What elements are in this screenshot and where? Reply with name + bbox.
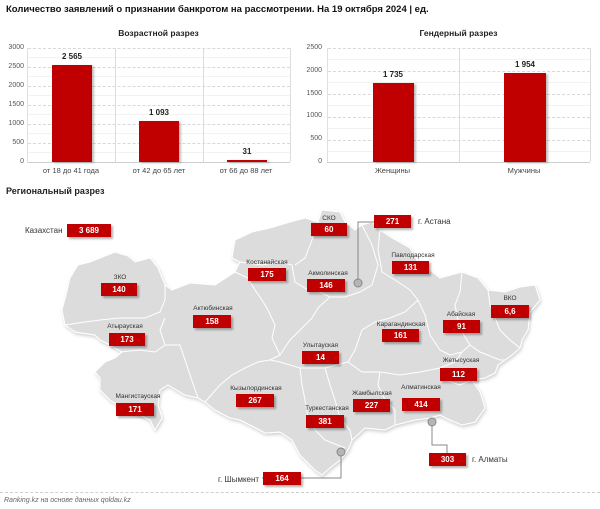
total-label: Казахстан [25, 226, 63, 235]
gender-chart-plot: 1 735 1 954 [327, 48, 591, 163]
gender-bar-label: 1 954 [514, 60, 536, 69]
gender-ytick: 2000 [306, 67, 322, 74]
region-label-abay: Абайская [446, 311, 476, 318]
age-ytick: 1500 [8, 101, 24, 108]
city-badge-almaty: 303 [429, 453, 466, 466]
age-xtick: от 66 до 88 лет [219, 166, 273, 175]
region-label-kyzylorda: Кызылординская [230, 385, 282, 392]
region-badge-vko: 6,6 [491, 305, 529, 318]
region-badge-sko: 60 [311, 223, 347, 236]
city-label-almaty: г. Алматы [472, 455, 508, 464]
region-badge-aktobe: 158 [193, 315, 231, 328]
gender-ytick: 1500 [306, 90, 322, 97]
city-label-astana: г. Астана [418, 217, 451, 226]
region-label-almaty-region: Алматинская [401, 384, 441, 391]
region-badge-kyzylorda: 267 [236, 394, 274, 407]
age-ytick: 2500 [8, 63, 24, 70]
age-xtick: от 18 до 41 года [42, 166, 100, 175]
region-badge-pavlodar: 131 [392, 261, 429, 274]
region-label-pavlodar: Павлодарская [391, 252, 435, 259]
region-label-zhambyl: Жамбылская [352, 390, 392, 397]
city-badge-shymkent: 164 [263, 472, 301, 485]
region-label-kostanay: Костанайская [246, 259, 288, 266]
region-label-ulytau: Улытауская [302, 342, 339, 349]
gender-ytick: 2500 [306, 44, 322, 51]
region-badge-zko: 140 [101, 283, 137, 296]
footer-divider [0, 492, 600, 493]
age-ytick: 2000 [8, 82, 24, 89]
gender-xtick: Женщины [374, 166, 411, 175]
region-badge-turkestan: 381 [306, 415, 344, 428]
source-note: Ranking.kz на основе данных qoldau.kz [4, 497, 131, 504]
age-bar-42-65 [139, 121, 179, 162]
gender-ytick: 0 [318, 158, 322, 165]
gender-ytick: 1000 [306, 112, 322, 119]
age-ytick: 3000 [8, 44, 24, 51]
gender-ytick: 500 [310, 135, 322, 142]
page-title: Количество заявлений о признании банкрот… [6, 4, 429, 15]
region-label-karaganda: Карагандинская [376, 321, 426, 328]
region-label-sko: СКО [322, 215, 336, 222]
age-ytick: 500 [12, 139, 24, 146]
age-bar-label: 31 [242, 147, 252, 156]
region-badge-zhetysu: 112 [440, 368, 477, 381]
total-badge: 3 689 [67, 224, 111, 237]
region-label-vko: ВКО [503, 295, 517, 302]
region-badge-abay: 91 [443, 320, 480, 333]
city-badge-astana: 271 [374, 215, 411, 228]
age-chart-plot: 2 565 1 093 31 [27, 48, 291, 163]
region-badge-karaganda: 161 [382, 329, 419, 342]
age-bar-label: 2 565 [61, 52, 83, 61]
region-label-turkestan: Туркестанская [305, 405, 349, 412]
region-label-aktobe: Актюбинская [193, 305, 233, 312]
region-label-akmola: Акмолинская [308, 270, 348, 277]
region-badge-almaty-region: 414 [402, 398, 440, 411]
region-label-mangistau: Мангистауская [115, 393, 161, 400]
age-bar-66-88 [227, 160, 267, 162]
region-badge-zhambyl: 227 [353, 399, 390, 412]
city-label-shymkent: г. Шымкент [218, 475, 260, 484]
region-badge-kostanay: 175 [248, 268, 286, 281]
age-ytick: 1000 [8, 120, 24, 127]
region-badge-ulytau: 14 [302, 351, 339, 364]
region-badge-mangistau: 171 [116, 403, 154, 416]
gender-xtick: Мужчины [507, 166, 541, 175]
region-badge-atyrau: 173 [109, 333, 145, 346]
gender-bar-women [373, 83, 414, 162]
region-label-zko: ЗКО [113, 274, 127, 281]
age-bar-label: 1 093 [148, 108, 170, 117]
age-xtick: от 42 до 65 лет [132, 166, 186, 175]
gender-bar-men [504, 73, 546, 162]
age-bar-18-41 [52, 65, 92, 162]
gender-bar-label: 1 735 [382, 70, 404, 79]
region-badge-akmola: 146 [307, 279, 345, 292]
region-label-atyrau: Атырауская [107, 323, 143, 330]
regional-section-title: Региональный разрез [6, 186, 105, 196]
gender-chart-title: Гендерный разрез [419, 28, 498, 38]
age-chart-title: Возрастной разрез [118, 28, 199, 38]
age-ytick: 0 [20, 158, 24, 165]
region-label-zhetysu: Жетысуская [442, 357, 480, 364]
